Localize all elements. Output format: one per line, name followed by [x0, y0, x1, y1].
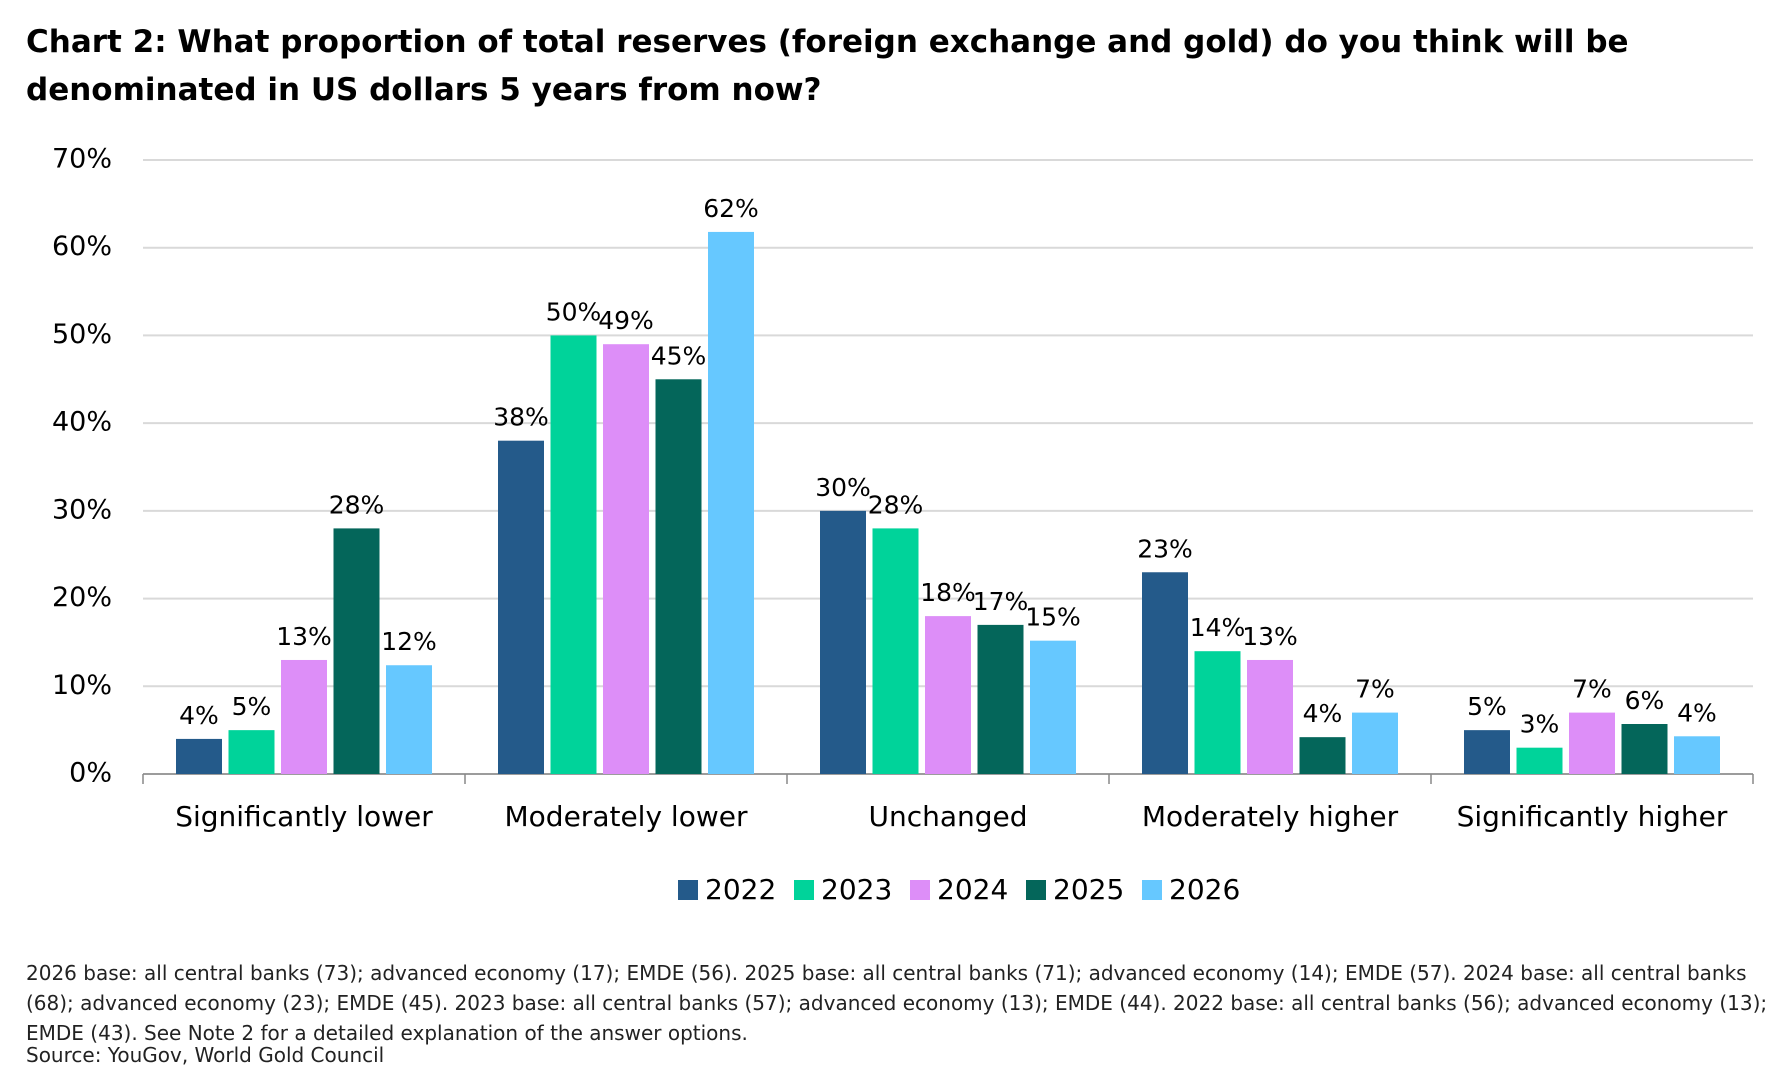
value-label: 4% [1677, 698, 1717, 727]
legend-swatch [1142, 880, 1162, 900]
value-label: 13% [1242, 622, 1298, 651]
value-label: 28% [329, 490, 385, 519]
value-label: 38% [493, 403, 549, 432]
legend-label: 2022 [705, 873, 776, 906]
bar [1569, 712, 1615, 774]
bar [1464, 730, 1510, 774]
value-label: 15% [1025, 603, 1081, 632]
bar [1194, 651, 1241, 774]
bar [603, 344, 649, 774]
bar [1674, 736, 1720, 774]
bar [176, 738, 222, 774]
y-tick-label: 20% [52, 582, 112, 613]
bar [1247, 659, 1293, 774]
value-label: 13% [276, 622, 332, 651]
bar [550, 335, 597, 774]
x-tick-label: Significantly lower [175, 800, 433, 833]
bar [977, 624, 1024, 774]
value-label: 3% [1520, 710, 1560, 739]
value-label: 6% [1625, 686, 1665, 715]
y-tick-label: 30% [52, 494, 112, 525]
value-label: 45% [651, 341, 707, 370]
value-label: 5% [1467, 692, 1507, 721]
bar [1030, 640, 1076, 774]
bar [1352, 712, 1398, 774]
bar [1516, 747, 1563, 774]
y-tick-label: 40% [52, 407, 112, 438]
source: Source: YouGov, World Gold Council [26, 1043, 385, 1067]
value-label: 4% [179, 701, 219, 730]
legend-swatch [678, 880, 698, 900]
bar [1299, 737, 1346, 774]
x-tick-label: Significantly higher [1457, 800, 1728, 833]
bar [281, 659, 327, 774]
legend-label: 2024 [937, 873, 1008, 906]
y-tick-label: 0% [69, 758, 112, 789]
bar [820, 510, 866, 774]
legend-swatch [910, 880, 930, 900]
value-label: 12% [381, 627, 437, 656]
value-label: 7% [1572, 675, 1612, 704]
value-label: 5% [232, 692, 272, 721]
chart-title: Chart 2: What proportion of total reserv… [26, 24, 1629, 108]
value-label: 17% [973, 587, 1029, 616]
x-tick-label: Moderately lower [505, 800, 748, 833]
legend-swatch [794, 880, 814, 900]
value-label: 23% [1137, 534, 1193, 563]
bar [333, 528, 380, 774]
y-tick-label: 50% [52, 319, 112, 350]
bar [925, 616, 971, 774]
legend-label: 2025 [1053, 873, 1124, 906]
value-label: 18% [920, 578, 976, 607]
legend-swatch [1026, 880, 1046, 900]
bar [655, 379, 702, 774]
value-label: 4% [1303, 699, 1343, 728]
x-tick-label: Unchanged [868, 800, 1027, 833]
bar [386, 665, 432, 774]
y-tick-label: 60% [52, 231, 112, 262]
value-label: 30% [815, 473, 871, 502]
bar [1142, 572, 1188, 774]
bar [228, 730, 275, 774]
y-tick-label: 10% [52, 670, 112, 701]
value-label: 50% [546, 297, 602, 326]
bar [872, 528, 919, 774]
notes: 2026 base: all central banks (73); advan… [26, 961, 1768, 1045]
bar [708, 231, 754, 774]
bar [498, 440, 544, 774]
legend-label: 2026 [1169, 873, 1240, 906]
legend-label: 2023 [821, 873, 892, 906]
y-tick-label: 70% [52, 144, 112, 175]
value-label: 14% [1190, 613, 1246, 642]
value-label: 7% [1355, 675, 1395, 704]
value-label: 62% [703, 194, 759, 223]
value-label: 28% [868, 490, 924, 519]
x-tick-label: Moderately higher [1142, 800, 1399, 833]
value-label: 49% [598, 306, 654, 335]
bar [1621, 724, 1668, 774]
chart: 0% 10% 20% 30% 40% 50% 60% 70% Significantly low… [52, 144, 1754, 906]
